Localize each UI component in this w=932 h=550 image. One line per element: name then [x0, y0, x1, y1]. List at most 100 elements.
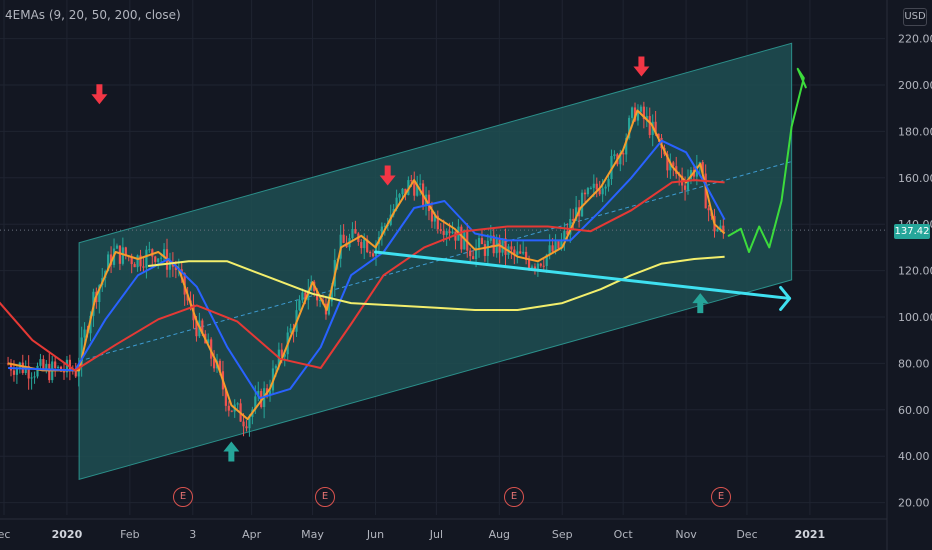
candle-body	[530, 266, 534, 269]
earnings-marker[interactable]: E	[711, 487, 731, 507]
candle-body	[601, 188, 604, 195]
candle-body	[701, 162, 704, 174]
indicator-label[interactable]: 4EMAs (9, 20, 50, 200, close)	[5, 8, 181, 22]
candle-body	[451, 231, 454, 234]
candle-body	[563, 230, 566, 241]
candle-body	[274, 365, 278, 369]
candle-body	[45, 364, 48, 370]
up-arrow	[223, 441, 240, 462]
candle-body	[654, 121, 657, 134]
price-channel	[0, 42, 887, 481]
candle-body	[74, 371, 77, 377]
x-tick-label: Sep	[552, 528, 573, 541]
candle-body	[527, 259, 531, 269]
candle-body	[145, 249, 148, 268]
candle-body	[404, 188, 407, 196]
x-tick-label: Aug	[489, 528, 510, 541]
last-price-tag: 137.42	[894, 224, 930, 239]
candle-body	[442, 231, 445, 235]
candle-body	[454, 231, 457, 241]
y-tick-label: 120.00	[898, 265, 932, 278]
candle-body	[522, 251, 525, 254]
candle-body	[504, 238, 507, 255]
candle-body	[39, 359, 42, 366]
candle-body	[318, 300, 322, 302]
candle-body	[483, 244, 487, 256]
x-tick-label: 2021	[795, 528, 826, 541]
candle-body	[109, 254, 113, 265]
candle-body	[257, 391, 260, 397]
y-tick-label: 100.00	[898, 311, 932, 324]
candle-body	[151, 249, 154, 257]
candle-body	[645, 116, 648, 120]
candle-body	[351, 229, 354, 239]
candle-body	[492, 235, 495, 254]
candle-body	[48, 364, 51, 381]
candle-body	[513, 249, 516, 255]
candle-body	[174, 266, 177, 270]
candle-body	[628, 117, 631, 139]
candle-body	[68, 359, 71, 371]
series-line-ema-20	[8, 139, 726, 400]
candle-body	[480, 238, 484, 245]
candle-body	[539, 263, 542, 266]
candle-body	[633, 107, 637, 121]
candle-body	[136, 255, 139, 268]
y-tick-label: 160.00	[898, 172, 932, 185]
currency-badge[interactable]: USD	[903, 8, 927, 26]
y-tick-label: 200.00	[898, 79, 932, 92]
down-arrow	[379, 165, 396, 186]
candle-body	[716, 229, 719, 232]
candle-body	[477, 238, 481, 248]
candle-body	[374, 243, 378, 257]
candle-body	[566, 230, 569, 235]
candle-body	[607, 179, 610, 187]
candle-body	[460, 226, 463, 250]
candle-body	[98, 285, 101, 302]
candle-body	[722, 225, 725, 233]
candle-body	[12, 370, 16, 375]
series-line-ema-50	[0, 179, 725, 372]
x-tick-label: Dec	[736, 528, 757, 541]
candle-body	[413, 180, 416, 196]
candle-body	[557, 240, 560, 249]
candle-body	[236, 403, 239, 405]
candle-body	[218, 360, 222, 372]
candle-body	[510, 246, 513, 250]
candle-body	[427, 194, 431, 211]
candle-body	[469, 250, 472, 257]
candle-body	[445, 231, 448, 235]
candle-body	[466, 229, 469, 251]
candle-body	[213, 358, 216, 369]
candle-body	[248, 416, 251, 429]
candle-body	[366, 239, 369, 253]
candle-body	[142, 266, 145, 268]
candle-body	[595, 183, 598, 190]
candle-body	[657, 133, 660, 138]
candle-body	[589, 187, 592, 189]
candle-body	[622, 153, 625, 155]
earnings-marker[interactable]: E	[173, 487, 193, 507]
earnings-marker[interactable]: E	[315, 487, 335, 507]
x-tick-label: 2020	[52, 528, 83, 541]
candle-body	[327, 301, 331, 315]
candle-body	[139, 255, 142, 267]
down-arrow	[633, 56, 650, 77]
candle-body	[280, 349, 283, 357]
candle-body	[419, 183, 422, 185]
candle-body	[154, 256, 157, 262]
series-line-ema-9	[7, 109, 726, 421]
candle-body	[586, 188, 590, 195]
candle-body	[439, 229, 442, 232]
candle-body	[613, 154, 616, 157]
x-tick-label: Apr	[242, 528, 262, 541]
candle-body	[298, 300, 301, 311]
candle-body	[224, 389, 227, 406]
candle-body	[580, 192, 584, 217]
candle-body	[489, 235, 492, 241]
earnings-marker[interactable]: E	[504, 487, 524, 507]
candle-body	[583, 192, 587, 195]
candle-body	[542, 265, 545, 267]
